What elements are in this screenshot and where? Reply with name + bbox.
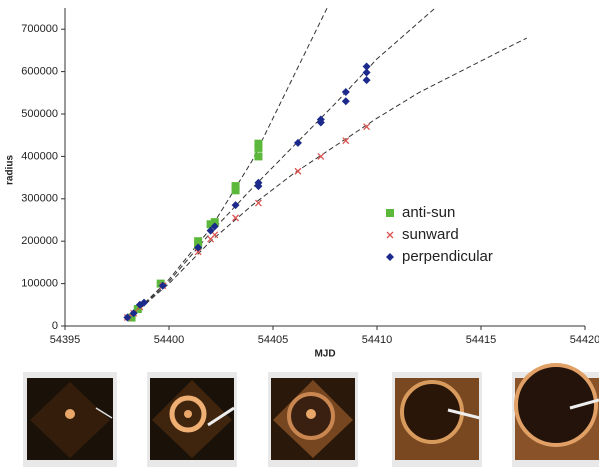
y-tick-label: 300000 <box>21 193 58 205</box>
point <box>254 140 262 148</box>
fit-line <box>127 38 526 320</box>
x-tick-label: 54405 <box>258 334 289 346</box>
point <box>232 182 240 190</box>
legend-marker <box>386 209 394 217</box>
legend-marker <box>387 232 393 238</box>
y-tick-label: 0 <box>52 320 58 332</box>
y-tick-label: 100000 <box>21 278 58 290</box>
chart: MJD radius <box>0 0 599 469</box>
x-axis-title: MJD <box>314 349 335 360</box>
thumbnails <box>23 365 599 467</box>
y-axis-title: radius <box>5 155 16 185</box>
thumbnail <box>268 372 358 467</box>
legend-marker <box>386 253 394 261</box>
legend-label: sunward <box>402 226 459 243</box>
thumbnail <box>23 372 117 467</box>
y-tick-label: 600000 <box>21 66 58 78</box>
fit-line <box>127 8 327 320</box>
point <box>254 152 262 160</box>
point <box>294 139 302 147</box>
thumbnail <box>512 365 599 467</box>
point <box>363 76 371 84</box>
x-tick-label: 54395 <box>50 334 81 346</box>
thumbnail <box>147 372 237 467</box>
legend-label: anti-sun <box>402 204 455 221</box>
fit-line <box>127 8 435 320</box>
x-tick-label: 54410 <box>362 334 393 346</box>
thumbnail <box>392 372 482 467</box>
point <box>295 168 301 174</box>
y-tick-label: 200000 <box>21 235 58 247</box>
x-tick-label: 54400 <box>154 334 185 346</box>
x-tick-label: 54415 <box>466 334 497 346</box>
y-tick-label: 700000 <box>21 23 58 35</box>
point <box>342 97 350 105</box>
point <box>363 63 371 71</box>
x-tick-label: 54420 <box>570 334 599 346</box>
y-tick-label: 400000 <box>21 150 58 162</box>
legend-label: perpendicular <box>402 248 493 265</box>
y-tick-label: 500000 <box>21 108 58 120</box>
point <box>342 88 350 96</box>
